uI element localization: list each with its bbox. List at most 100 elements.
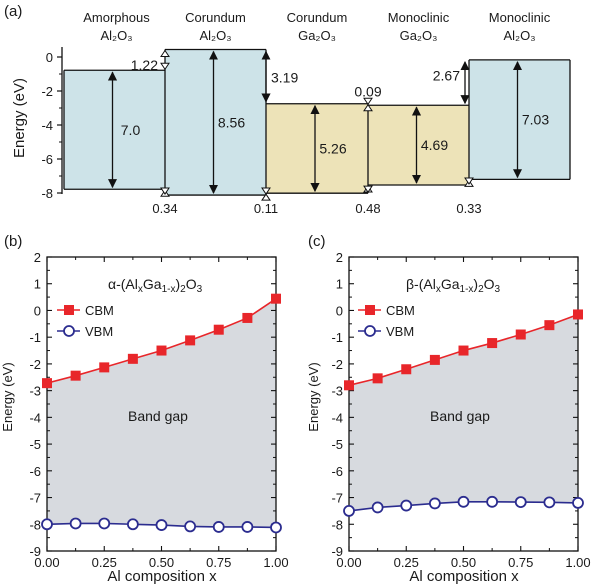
y-tick-label: -3 — [331, 384, 343, 399]
vbm-point — [270, 521, 282, 534]
band-box — [266, 103, 368, 194]
cbm-offset-label: 3.19 — [271, 69, 298, 85]
panel-a-y-axis: 0 -2 -4 -6 -8 — [41, 47, 63, 201]
y-tick-label: -9 — [331, 544, 343, 559]
x-tick-label: 1.00 — [565, 555, 590, 570]
y-tick-label: -8 — [331, 517, 343, 532]
vbm-point — [98, 517, 111, 530]
panel-b-label: (b) — [4, 233, 22, 250]
panel-c-legend: CBM VBM — [358, 303, 415, 339]
vbm-point — [184, 520, 197, 533]
legend-cbm-label: CBM — [85, 303, 114, 318]
vbm-offset-label: 0.33 — [456, 201, 481, 216]
vbm-point — [572, 496, 584, 509]
y-tick-label: -4 — [331, 410, 343, 425]
legend-cbm-label: CBM — [386, 303, 415, 318]
offset-marker — [464, 177, 474, 185]
band-box — [64, 70, 165, 190]
panel-c-annotation: Band gap — [430, 408, 490, 424]
cbm-point — [185, 335, 196, 346]
vbm-point — [155, 519, 168, 531]
offset-marker — [363, 103, 373, 112]
y-tick-label: 0 — [46, 50, 53, 65]
cbm-point — [573, 309, 583, 320]
gap-label: 8.56 — [218, 114, 245, 130]
panel-b: (b) Energy (eV) Al composition x 2 1 0 -1 -2… — [0, 233, 289, 585]
gap-label: 5.26 — [319, 140, 346, 156]
vbm-point — [41, 518, 53, 531]
y-tick-label: -9 — [29, 544, 41, 559]
cbm-point — [401, 364, 412, 375]
panel-b-ylabel: Energy (eV) — [0, 362, 15, 431]
material-label-bottom: Al₂O₃ — [503, 28, 535, 43]
cbm-point — [156, 345, 167, 356]
y-tick-label: 1 — [34, 277, 41, 292]
panel-b-xlabel: Al composition x — [107, 568, 217, 585]
y-tick-label: -7 — [29, 491, 41, 506]
panel-c-label: (c) — [308, 233, 326, 250]
offset-marker — [363, 185, 373, 194]
panel-c-plot: 2 1 0 -1 -2 -3 -4 -5 -6 -7 -8 -90.00 0.25 0.50 0.75 1.0… — [331, 250, 590, 570]
y-tick-label: -5 — [331, 437, 343, 452]
cbm-offset-label: 1.22 — [131, 57, 158, 73]
cbm-point — [42, 378, 52, 389]
x-tick-label: 0.25 — [394, 555, 419, 570]
cbm-point — [458, 345, 469, 356]
y-tick-label: -7 — [331, 491, 343, 506]
x-tick-label: 0.75 — [508, 555, 533, 570]
cbm-point — [487, 338, 498, 349]
panel-b-title: α-(AlxGa1-x)2O3 — [108, 276, 203, 295]
vbm-point — [371, 501, 384, 514]
band-box — [165, 49, 266, 196]
y-tick-label: -4 — [41, 118, 53, 133]
x-tick-label: 0.25 — [92, 555, 117, 570]
y-tick-label: -2 — [331, 357, 343, 372]
cbm-point — [127, 353, 138, 364]
x-tick-label: 0.00 — [34, 555, 59, 570]
panel-a-offsets: 1.22 3.19 0.09 2.67 0.34 0.11 0.48 0.33 — [131, 49, 482, 216]
panel-c-xlabel: Al composition x — [409, 568, 519, 585]
x-tick-label: 0.00 — [336, 555, 361, 570]
y-tick-label: 2 — [34, 250, 41, 265]
material-label-bottom: Ga₂O₃ — [298, 28, 336, 43]
y-tick-label: -1 — [29, 330, 41, 345]
cbm-point — [544, 320, 555, 331]
vbm-point — [543, 496, 556, 509]
material-label-bottom: Al₂O₃ — [100, 28, 132, 43]
panel-a: (a) Energy (eV) 0 -2 -4 -6 -8 7.0 8.56 5.26 4.6… — [4, 3, 571, 216]
legend-cbm-marker — [64, 305, 74, 315]
y-tick-label: -1 — [331, 330, 343, 345]
vbm-offset-label: 0.48 — [355, 201, 380, 216]
y-tick-label: -8 — [41, 186, 53, 201]
offset-marker — [363, 97, 373, 106]
legend-vbm-label: VBM — [85, 324, 113, 339]
y-tick-label: -8 — [29, 517, 41, 532]
legend-vbm-marker — [63, 325, 75, 337]
x-tick-label: 1.00 — [263, 555, 288, 570]
vbm-point — [400, 499, 413, 512]
material-label-top: Monoclinic — [489, 10, 551, 25]
y-tick-label: -6 — [331, 464, 343, 479]
panel-a-label: (a) — [4, 3, 22, 20]
offset-marker — [261, 193, 271, 201]
offset-marker — [160, 187, 170, 195]
y-tick-label: -3 — [29, 384, 41, 399]
panel-b-legend: CBM VBM — [57, 303, 114, 339]
y-tick-label: -2 — [29, 357, 41, 372]
cbm-offset-label: 0.09 — [354, 83, 381, 99]
y-tick-label: -6 — [41, 152, 53, 167]
vbm-offset-label: 0.11 — [254, 201, 278, 216]
panel-a-ylabel: Energy (eV) — [11, 78, 28, 158]
vbm-point — [126, 518, 139, 531]
y-tick-label: 2 — [336, 250, 343, 265]
vbm-point — [457, 495, 470, 508]
gap-label: 7.03 — [522, 112, 549, 128]
cbm-point — [344, 380, 354, 391]
material-label-top: Corundum — [287, 10, 348, 25]
vbm-offset-label: 0.34 — [152, 201, 177, 216]
cbm-point — [271, 293, 281, 304]
vbm-point — [69, 517, 82, 530]
material-label-top: Monoclinic — [388, 10, 450, 25]
panel-a-bands: 7.0 8.56 5.26 4.69 7.03 — [63, 48, 571, 196]
